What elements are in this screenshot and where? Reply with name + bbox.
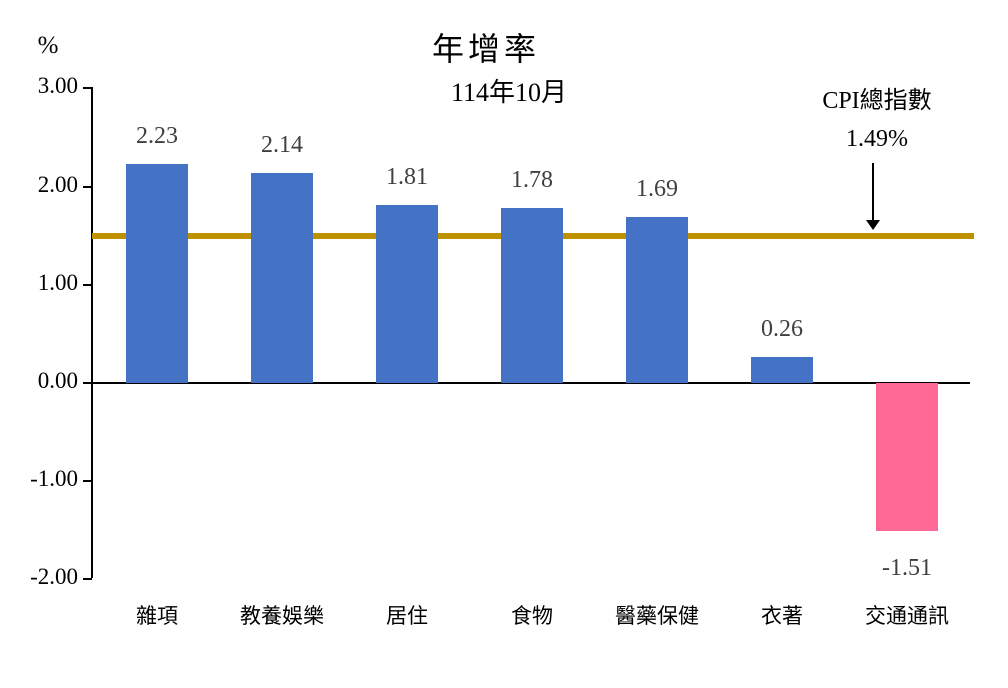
y-axis-tick-label: 3.00 bbox=[37, 73, 78, 99]
x-axis-category-label: 雜項 bbox=[136, 604, 178, 628]
cpi-annotation-label: CPI總指數 bbox=[822, 88, 932, 114]
y-axis-tick-label: 2.00 bbox=[37, 171, 78, 197]
bar-value-label: 2.14 bbox=[261, 131, 303, 158]
bar-醫藥保健 bbox=[626, 217, 688, 383]
x-axis-zero-line bbox=[92, 382, 970, 384]
x-axis-category-label: 衣著 bbox=[761, 604, 803, 628]
bar-衣著 bbox=[751, 357, 813, 383]
y-axis-tick-mark bbox=[83, 382, 92, 384]
y-axis-tick-mark bbox=[83, 185, 92, 188]
y-axis-tick-mark bbox=[83, 480, 92, 483]
chart-title: 年增率 bbox=[431, 31, 540, 67]
y-axis-unit-label: % bbox=[37, 32, 59, 59]
annotation-arrow-head-icon bbox=[866, 220, 880, 230]
bar-食物 bbox=[501, 208, 563, 383]
bar-居住 bbox=[376, 205, 438, 383]
chart-subtitle: 114年10月 bbox=[450, 78, 568, 107]
y-axis-tick-mark bbox=[83, 283, 92, 286]
cpi-annotation: CPI總指數 1.49% bbox=[757, 82, 997, 158]
x-axis-category-label: 醫藥保健 bbox=[615, 604, 699, 628]
y-axis-tick-label: 0.00 bbox=[37, 368, 78, 393]
y-axis-tick-mark bbox=[83, 578, 92, 581]
bar-雜項 bbox=[126, 164, 188, 383]
bar-value-label: 1.78 bbox=[511, 167, 553, 194]
bar-教養娛樂 bbox=[251, 172, 313, 383]
annotation-arrow-shaft bbox=[872, 163, 874, 220]
x-axis-category-label: 教養娛樂 bbox=[240, 604, 324, 628]
cpi-annotation-value: 1.49% bbox=[846, 126, 908, 152]
bar-value-label: 1.81 bbox=[386, 164, 428, 191]
bar-交通通訊 bbox=[876, 383, 938, 532]
bar-value-label: 0.26 bbox=[761, 316, 803, 343]
x-axis-category-label: 食物 bbox=[511, 604, 553, 628]
bar-value-label: 2.23 bbox=[136, 123, 178, 149]
y-axis-tick-mark bbox=[83, 87, 92, 90]
y-axis-tick-label: 1.00 bbox=[37, 269, 78, 295]
x-axis-category-label: 居住 bbox=[386, 604, 428, 628]
y-axis-tick-label: -1.00 bbox=[30, 466, 78, 492]
bar-value-label: 1.69 bbox=[636, 176, 678, 203]
y-axis-tick-label: -2.00 bbox=[30, 564, 78, 590]
bar-value-label: -1.51 bbox=[882, 555, 932, 582]
x-axis-category-label: 交通通訊 bbox=[865, 604, 949, 628]
y-axis-line bbox=[91, 87, 93, 578]
